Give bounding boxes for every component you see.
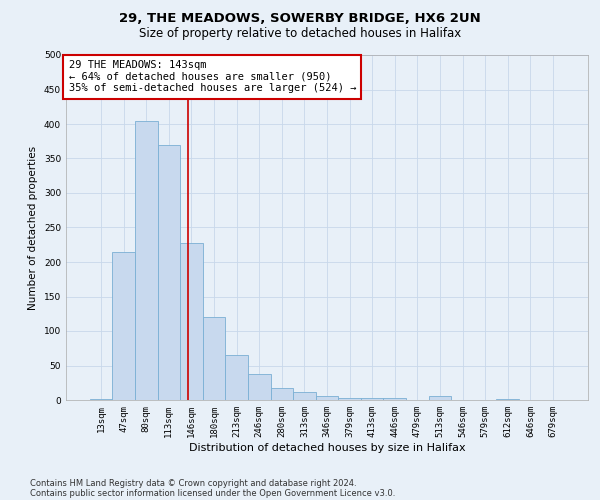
Text: Contains public sector information licensed under the Open Government Licence v3: Contains public sector information licen… (30, 488, 395, 498)
Bar (112, 252, 135, 400)
Text: 29 THE MEADOWS: 143sqm
← 64% of detached houses are smaller (950)
35% of semi-de: 29 THE MEADOWS: 143sqm ← 64% of detached… (68, 60, 356, 94)
Bar (361, 398, 383, 400)
Bar (293, 392, 316, 400)
Bar (135, 120, 158, 400)
Bar (226, 355, 248, 400)
Text: Contains HM Land Registry data © Crown copyright and database right 2024.: Contains HM Land Registry data © Crown c… (30, 478, 356, 488)
Bar (248, 374, 271, 400)
Bar (180, 242, 203, 400)
Bar (316, 396, 338, 400)
Bar (428, 396, 451, 400)
Bar (203, 317, 226, 400)
Bar (383, 398, 406, 400)
Bar (158, 144, 180, 400)
Bar (271, 388, 293, 400)
Bar (496, 398, 519, 400)
Bar (338, 398, 361, 400)
Bar (90, 398, 112, 400)
Y-axis label: Number of detached properties: Number of detached properties (28, 146, 38, 310)
X-axis label: Distribution of detached houses by size in Halifax: Distribution of detached houses by size … (188, 442, 466, 452)
Text: Size of property relative to detached houses in Halifax: Size of property relative to detached ho… (139, 28, 461, 40)
Text: 29, THE MEADOWS, SOWERBY BRIDGE, HX6 2UN: 29, THE MEADOWS, SOWERBY BRIDGE, HX6 2UN (119, 12, 481, 26)
